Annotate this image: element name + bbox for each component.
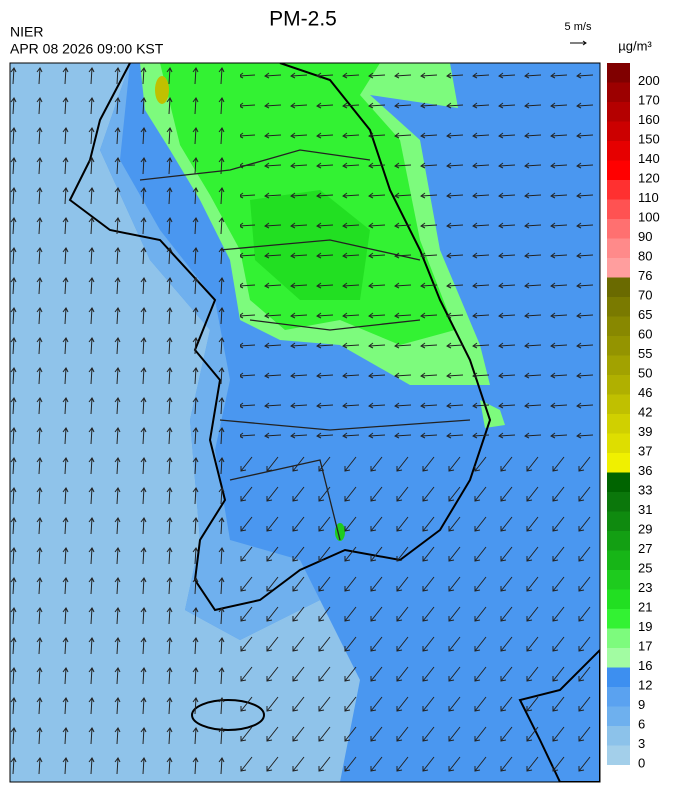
colorbar-segment (607, 472, 630, 492)
colorbar-label: 46 (638, 385, 652, 400)
colorbar-segment (607, 277, 630, 297)
colorbar-label: 31 (638, 502, 652, 517)
colorbar-label: 200 (638, 73, 660, 88)
colorbar-label: 60 (638, 326, 652, 341)
colorbar-segment (607, 180, 630, 200)
colorbar-segment (607, 492, 630, 512)
map-frame (9, 62, 601, 783)
colorbar-segment (607, 82, 630, 102)
colorbar-label: 21 (638, 599, 652, 614)
map (10, 63, 600, 782)
colorbar-label: 55 (638, 346, 652, 361)
colorbar-segment (607, 336, 630, 356)
colorbar-segment (607, 570, 630, 590)
colorbar-label: 6 (638, 716, 645, 731)
colorbar-label: 70 (638, 287, 652, 302)
colorbar-segment (607, 316, 630, 336)
colorbar-label: 33 (638, 482, 652, 497)
datetime: APR 08 2026 09:00 KST (10, 41, 164, 57)
colorbar-label: 27 (638, 541, 652, 556)
wind-scale-label: 5 m/s (565, 21, 592, 33)
colorbar-label: 120 (638, 170, 660, 185)
colorbar-segment (607, 297, 630, 317)
colorbar-label: 39 (638, 424, 652, 439)
wind-arrows (10, 63, 240, 782)
colorbar-label: 76 (638, 268, 652, 283)
colorbar-label: 16 (638, 658, 652, 673)
colorbar: 0369121617192123252729313336373942465055… (607, 63, 660, 770)
colorbar-label: 23 (638, 580, 652, 595)
colorbar-segment (607, 102, 630, 122)
colorbar-segment (607, 687, 630, 707)
colorbar-label: 0 (638, 755, 645, 770)
agency: NIER (10, 24, 43, 40)
colorbar-label: 25 (638, 560, 652, 575)
colorbar-segment (607, 667, 630, 687)
wind-scale-arrow (570, 40, 587, 46)
colorbar-label: 170 (638, 92, 660, 107)
colorbar-label: 100 (638, 209, 660, 224)
colorbar-segment (607, 531, 630, 551)
colorbar-label: 3 (638, 736, 645, 751)
colorbar-segment (607, 433, 630, 453)
colorbar-segment (607, 648, 630, 668)
colorbar-label: 140 (638, 151, 660, 166)
colorbar-label: 42 (638, 404, 652, 419)
colorbar-label: 12 (638, 677, 652, 692)
colorbar-label: 19 (638, 619, 652, 634)
wind-arrows (240, 63, 600, 443)
colorbar-segment (607, 550, 630, 570)
colorbar-label: 110 (638, 190, 659, 205)
colorbar-segment (607, 141, 630, 161)
colorbar-segment (607, 589, 630, 609)
colorbar-label: 29 (638, 521, 652, 536)
colorbar-segment (607, 726, 630, 746)
colorbar-segment (607, 609, 630, 629)
colorbar-segment (607, 453, 630, 473)
colorbar-label: 160 (638, 112, 660, 127)
colorbar-segment (607, 199, 630, 219)
colorbar-label: 65 (638, 307, 652, 322)
colorbar-segment (607, 63, 630, 83)
unit: µg/m³ (618, 38, 652, 53)
colorbar-segment (607, 706, 630, 726)
colorbar-segment (607, 745, 630, 765)
colorbar-segment (607, 511, 630, 531)
colorbar-label: 37 (638, 443, 652, 458)
colorbar-label: 36 (638, 463, 652, 478)
colorbar-segment (607, 628, 630, 648)
colorbar-label: 80 (638, 248, 652, 263)
colorbar-label: 50 (638, 365, 652, 380)
colorbar-segment (607, 258, 630, 278)
colorbar-segment (607, 160, 630, 180)
colorbar-segment (607, 121, 630, 141)
colorbar-segment (607, 414, 630, 434)
colorbar-segment (607, 394, 630, 414)
colorbar-label: 90 (638, 229, 652, 244)
colorbar-segment (607, 355, 630, 375)
colorbar-label: 9 (638, 697, 645, 712)
colorbar-label: 17 (638, 638, 652, 653)
colorbar-segment (607, 375, 630, 395)
colorbar-segment (607, 238, 630, 258)
wind-arrows (240, 443, 600, 782)
colorbar-label: 150 (638, 131, 660, 146)
title: PM-2.5 (269, 8, 337, 31)
colorbar-segment (607, 219, 630, 239)
